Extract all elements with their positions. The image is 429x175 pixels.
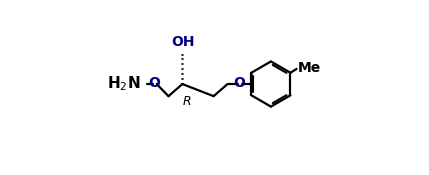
Text: OH: OH <box>172 35 195 49</box>
Text: O: O <box>149 76 160 90</box>
Text: R: R <box>182 95 191 108</box>
Text: H$_2$N: H$_2$N <box>107 74 141 93</box>
Text: O: O <box>234 76 246 90</box>
Text: Me: Me <box>298 61 321 75</box>
